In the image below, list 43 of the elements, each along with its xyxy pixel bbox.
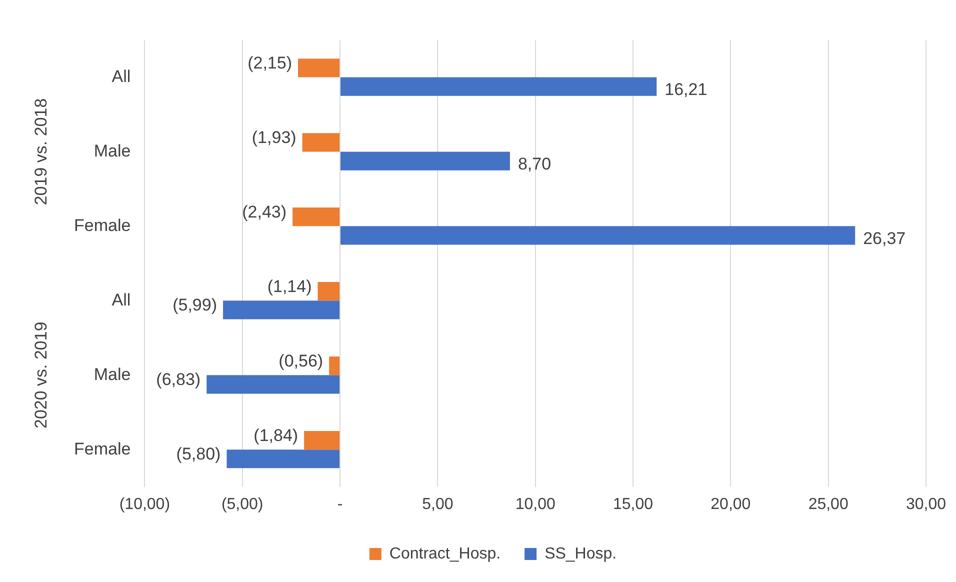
data-label: (2,15) — [248, 54, 292, 73]
y-tick-label: Male — [94, 141, 131, 160]
x-tick-label: 25,00 — [808, 496, 848, 513]
x-tick-label: (10,00) — [119, 496, 170, 513]
bar — [292, 208, 340, 226]
x-tick-label: (5,00) — [221, 496, 264, 513]
bar — [298, 58, 340, 78]
bar — [340, 152, 510, 170]
data-label: 16,21 — [664, 80, 708, 100]
bar — [329, 356, 340, 376]
data-label: 8,70 — [518, 154, 552, 174]
data-label: 26,37 — [863, 229, 906, 248]
text: 2019 vs. 2018 — [32, 98, 51, 206]
x-tick-label: 15,00 — [612, 496, 654, 513]
data-label: (1,14) — [267, 277, 312, 296]
y-tick-label: Female — [74, 216, 131, 235]
data-label: (2,43) — [242, 202, 287, 222]
bar — [318, 282, 340, 301]
bar — [206, 375, 340, 394]
data-label: (1,84) — [254, 426, 298, 445]
legend-label: Contract_Hosp. — [389, 545, 501, 562]
x-tick-label: 10,00 — [515, 496, 556, 513]
data-label: (5,80) — [176, 444, 221, 464]
x-tick-label: 30,00 — [906, 496, 946, 513]
y-tick-label: Female — [74, 439, 131, 458]
y-tick-label: All — [112, 66, 131, 86]
bar — [340, 226, 856, 245]
y-tick-label: All — [112, 290, 131, 310]
x-tick-label: 5,00 — [422, 496, 454, 513]
bar — [226, 450, 340, 468]
bar — [340, 77, 657, 96]
x-tick-label: 20,00 — [710, 496, 751, 513]
x-tick-label: - — [337, 496, 343, 513]
bar — [302, 133, 340, 152]
y-tick-label: Male — [94, 364, 131, 384]
data-label: (0,56) — [278, 351, 324, 370]
data-label: (1,93) — [252, 128, 296, 148]
legend-label: SS_Hosp. — [544, 545, 617, 562]
bar — [223, 300, 340, 320]
data-label: (5,99) — [172, 296, 218, 315]
bar — [304, 430, 340, 450]
data-label: (6,83) — [156, 370, 201, 390]
text: 2020 vs. 2019 — [32, 322, 51, 429]
